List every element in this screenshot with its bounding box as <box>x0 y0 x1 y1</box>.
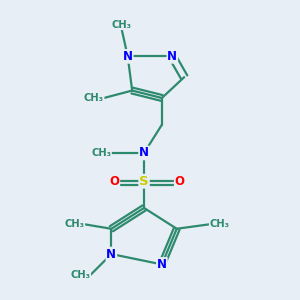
Text: N: N <box>106 248 116 260</box>
Text: CH₃: CH₃ <box>92 148 111 158</box>
Text: CH₃: CH₃ <box>209 219 230 229</box>
Text: CH₃: CH₃ <box>70 270 91 280</box>
Text: N: N <box>167 50 177 63</box>
Text: O: O <box>175 175 185 188</box>
Text: S: S <box>139 175 149 188</box>
Text: N: N <box>157 258 167 271</box>
Text: O: O <box>109 175 119 188</box>
Text: CH₃: CH₃ <box>84 93 104 103</box>
Text: N: N <box>123 50 133 63</box>
Text: N: N <box>139 146 149 160</box>
Text: CH₃: CH₃ <box>64 219 85 229</box>
Text: CH₃: CH₃ <box>112 20 132 30</box>
